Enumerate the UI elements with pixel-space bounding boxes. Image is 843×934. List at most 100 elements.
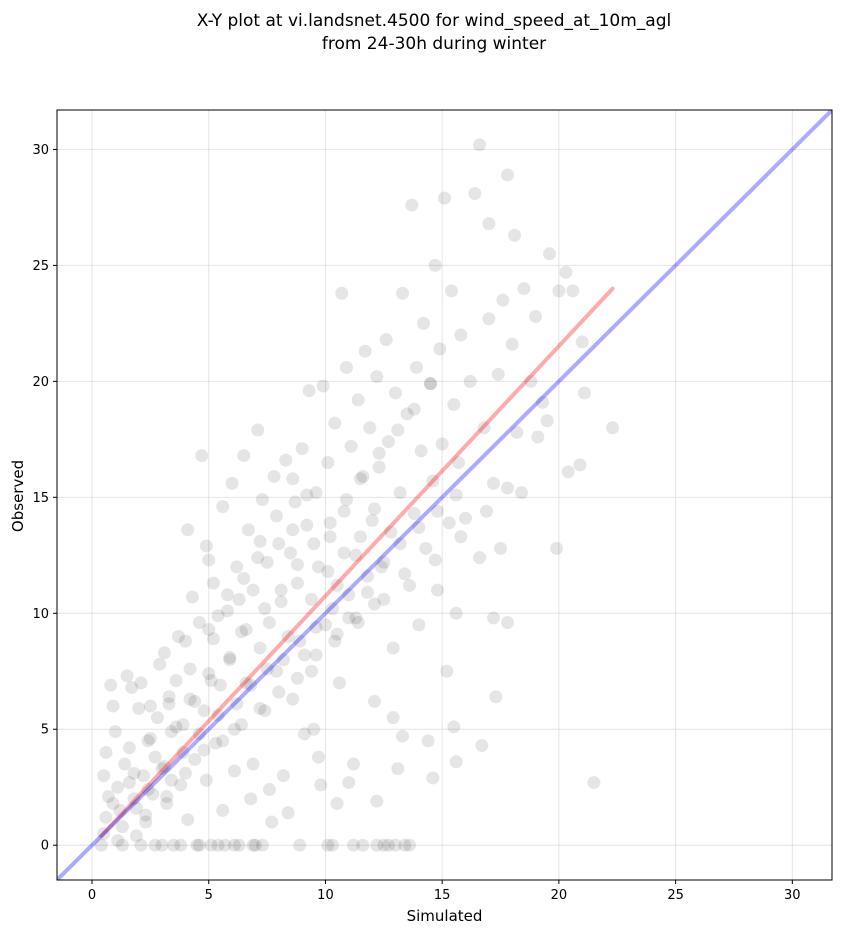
data-point	[536, 395, 550, 409]
data-point	[181, 523, 195, 537]
data-point	[468, 186, 482, 200]
data-point	[267, 469, 281, 483]
data-point	[463, 374, 477, 388]
data-point	[202, 553, 216, 567]
data-point	[374, 560, 388, 574]
data-point	[143, 699, 157, 713]
data-point	[274, 595, 288, 609]
fit-line	[99, 286, 615, 838]
x-tick-label: 0	[88, 888, 96, 903]
data-point	[321, 838, 335, 852]
data-point	[447, 720, 461, 734]
data-point	[106, 699, 120, 713]
y-tick-label: 0	[41, 839, 49, 854]
data-point	[426, 771, 440, 785]
data-point	[391, 762, 405, 776]
data-point	[122, 741, 136, 755]
data-point	[265, 815, 279, 829]
data-point	[195, 449, 209, 463]
data-point	[211, 609, 225, 623]
data-point	[246, 757, 260, 771]
data-point	[202, 623, 216, 637]
data-point	[169, 674, 183, 688]
data-point	[227, 838, 241, 852]
x-tick-label: 5	[205, 888, 213, 903]
data-point	[127, 792, 141, 806]
data-point	[132, 701, 146, 715]
axes	[53, 109, 833, 884]
data-point	[185, 590, 199, 604]
data-point	[129, 829, 143, 843]
x-tick-label: 25	[667, 888, 684, 903]
data-point	[386, 641, 400, 655]
data-point	[540, 414, 554, 428]
chart-title-line-2: from 24-30h during winter	[322, 34, 546, 54]
data-point	[178, 766, 192, 780]
data-point	[496, 293, 510, 307]
data-point	[524, 374, 538, 388]
data-point	[97, 827, 111, 841]
data-point	[307, 537, 321, 551]
data-point	[272, 685, 286, 699]
data-point	[342, 776, 356, 790]
data-point	[104, 678, 118, 692]
data-point	[244, 792, 258, 806]
data-point	[148, 838, 162, 852]
data-point	[367, 502, 381, 516]
data-point	[330, 578, 344, 592]
data-point	[258, 602, 272, 616]
data-point	[367, 597, 381, 611]
fit-lines	[57, 110, 832, 880]
data-point	[304, 592, 318, 606]
x-tick-label: 20	[551, 888, 568, 903]
data-point	[155, 838, 169, 852]
data-point	[230, 697, 244, 711]
data-point	[433, 342, 447, 356]
x-tick-label: 30	[784, 888, 801, 903]
data-point	[426, 474, 440, 488]
data-point	[111, 834, 125, 848]
data-point	[447, 398, 461, 412]
data-point	[148, 750, 162, 764]
data-point	[325, 838, 339, 852]
data-point	[423, 377, 437, 391]
data-point	[279, 453, 293, 467]
data-point	[377, 838, 391, 852]
data-point	[452, 456, 466, 470]
data-point	[349, 611, 363, 625]
data-point	[281, 629, 295, 643]
data-point	[274, 583, 288, 597]
data-point	[232, 838, 246, 852]
data-point	[543, 247, 557, 261]
data-point	[449, 606, 463, 620]
data-point	[344, 439, 358, 453]
data-point	[286, 523, 300, 537]
data-point	[125, 681, 139, 694]
data-point	[391, 423, 405, 437]
data-point	[330, 627, 344, 641]
data-point	[106, 796, 120, 810]
data-point	[386, 711, 400, 725]
data-point	[328, 416, 342, 430]
data-point	[346, 838, 360, 852]
data-point	[209, 736, 223, 750]
data-point	[300, 488, 314, 502]
data-point	[575, 335, 589, 349]
data-point	[309, 486, 323, 500]
data-point	[97, 769, 111, 783]
data-point	[220, 604, 234, 618]
data-point	[438, 191, 451, 205]
data-point	[227, 722, 241, 736]
data-point	[258, 704, 272, 718]
data-point	[395, 286, 409, 300]
data-point	[94, 838, 108, 852]
data-point	[517, 282, 531, 296]
data-point	[552, 284, 566, 298]
data-point	[204, 838, 218, 852]
data-point	[370, 370, 384, 384]
data-point	[183, 692, 197, 706]
data-point	[206, 576, 220, 590]
data-point	[216, 734, 230, 748]
data-point	[211, 708, 225, 722]
data-point	[360, 569, 374, 583]
